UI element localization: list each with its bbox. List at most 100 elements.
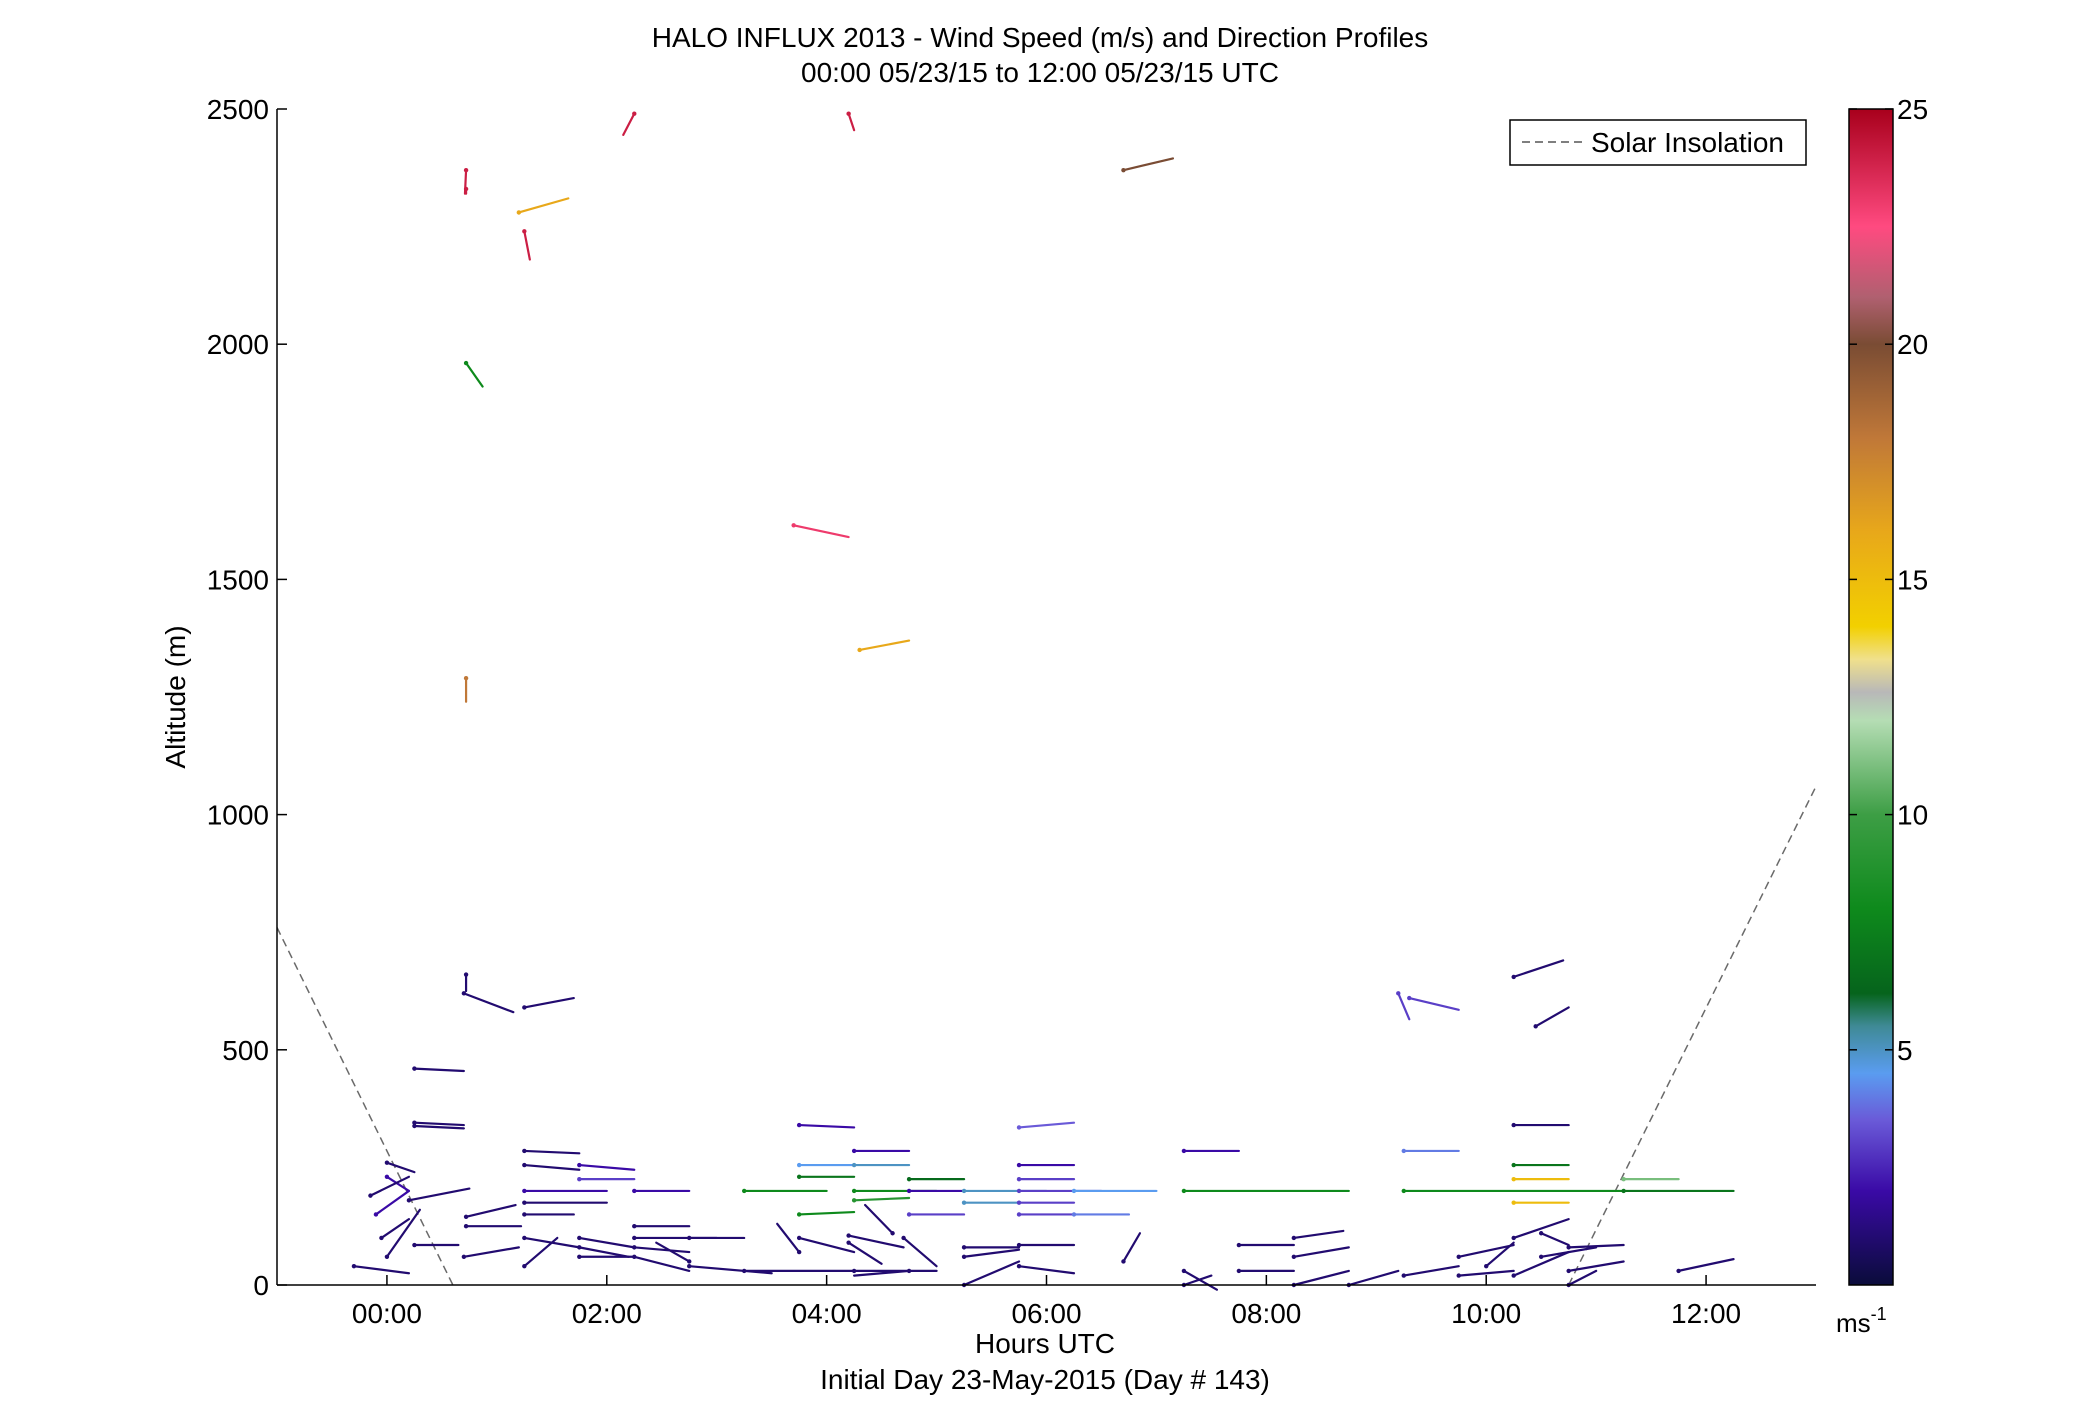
wind-vector [352, 1265, 411, 1275]
wind-vector-origin [577, 1235, 582, 1241]
wind-vector-origin [463, 972, 469, 977]
wind-vector-origin [632, 1235, 637, 1241]
wind-vector-origin [1016, 1162, 1022, 1168]
wind-vector-origin [791, 523, 796, 528]
wind-vector-origin [1121, 1259, 1126, 1264]
wind-vector [1402, 1265, 1460, 1277]
wind-vector-origin [846, 111, 851, 116]
wind-vector-origin [1236, 1242, 1242, 1248]
wind-vector-origin [461, 1254, 467, 1259]
x-tick-label: 00:00 [352, 1298, 422, 1329]
wind-vector-origin [961, 1188, 967, 1194]
wind-vector [688, 1265, 773, 1275]
wind-vector-origin [846, 1240, 851, 1245]
wind-vector [413, 1067, 465, 1073]
colorbar-unit-base: ms [1836, 1308, 1871, 1338]
wind-vector-origin [1621, 1176, 1626, 1182]
wind-vector [1540, 1246, 1598, 1258]
wind-vector-origin [851, 1188, 857, 1194]
wind-vector [902, 1236, 938, 1268]
wind-vector-origin [463, 675, 469, 681]
chart-title: HALO INFLUX 2013 - Wind Speed (m/s) and … [652, 22, 1429, 53]
wind-vector [1534, 1006, 1570, 1028]
wind-vector-origin [796, 1162, 802, 1168]
colorbar-tick-label: 25 [1897, 94, 1928, 125]
wind-vector [385, 1161, 416, 1174]
wind-vector-origin [463, 1224, 469, 1229]
colorbar-tick-label: 20 [1897, 329, 1928, 360]
wind-vector [523, 1149, 581, 1155]
wind-vector [407, 1187, 471, 1202]
wind-vector-origin [1456, 1273, 1461, 1278]
wind-vector [633, 1246, 691, 1254]
x-axis-label: Hours UTC [975, 1328, 1115, 1359]
wind-vector [1512, 1250, 1570, 1277]
colorbar-ticks: 5 10 15 20 25 [1849, 94, 1928, 1066]
colorbar-unit-label: ms-1 [1836, 1304, 1887, 1338]
wind-vector-origin [379, 1235, 384, 1241]
wind-vector-origin [522, 1162, 527, 1168]
wind-vector [847, 112, 856, 132]
wind-vector-origin [851, 1198, 857, 1203]
colorbar-unit-exponent: -1 [1871, 1304, 1887, 1324]
wind-vector-origin [1401, 1273, 1406, 1278]
wind-vector-origin [412, 1066, 417, 1071]
x-tick-label: 08:00 [1231, 1298, 1301, 1329]
colorbar-tick-label: 5 [1897, 1035, 1913, 1066]
wind-vector-layer [351, 111, 1735, 1291]
wind-vector-origin [1511, 974, 1516, 980]
wind-vector-origin [1511, 1200, 1516, 1205]
wind-vector [1122, 1232, 1142, 1263]
wind-vector [523, 996, 575, 1009]
wind-vector [847, 1241, 883, 1265]
wind-vector-origin [1236, 1268, 1242, 1274]
wind-vector-origin [906, 1268, 912, 1274]
wind-vector-origin [741, 1188, 747, 1194]
wind-vector-origin [906, 1212, 912, 1217]
wind-vector [380, 1218, 411, 1240]
wind-vector [413, 1124, 465, 1130]
wind-vector [1457, 1269, 1515, 1277]
wind-vector-origin [1511, 1162, 1516, 1168]
wind-vector-origin [1121, 167, 1126, 173]
wind-vector-origin [1484, 1263, 1489, 1269]
wind-vector [858, 639, 911, 652]
wind-vector-origin [1071, 1212, 1077, 1217]
wind-vector-origin [1676, 1268, 1681, 1274]
wind-vector-origin [1511, 1176, 1516, 1182]
wind-vector-origin [846, 1233, 851, 1238]
wind-vector [374, 1189, 411, 1216]
wind-vector-origin [463, 186, 469, 192]
wind-vector-origin [796, 1235, 802, 1241]
legend-box [1509, 119, 1807, 166]
wind-vector-origin [1016, 1242, 1022, 1248]
wind-vector-origin [1538, 1231, 1544, 1236]
wind-vector-origin [406, 1198, 412, 1203]
wind-vector-origin [461, 991, 467, 996]
wind-vector [1408, 996, 1460, 1011]
wind-vector-origin [857, 647, 862, 653]
y-axis-label: Altitude (m) [160, 625, 191, 768]
wind-vector [517, 197, 570, 214]
wind-vector [462, 1246, 520, 1258]
wind-vector-origin [463, 1214, 469, 1219]
wind-vector-origin [632, 1188, 637, 1194]
wind-vector [369, 1175, 411, 1197]
wind-vector [962, 1260, 1021, 1287]
colorbar-tick-label: 15 [1897, 564, 1928, 595]
wind-vector [1567, 1260, 1625, 1272]
legend: Solar Insolation [1509, 119, 1807, 166]
wind-vector-origin [1016, 1125, 1022, 1130]
wind-vector [1182, 1274, 1213, 1287]
y-tick-label: 1500 [207, 564, 269, 595]
x-tick-label: 06:00 [1011, 1298, 1081, 1329]
wind-vector [798, 1236, 856, 1254]
wind-vector-origin [577, 1245, 582, 1250]
wind-vector-origin [522, 229, 527, 234]
wind-vector [847, 1234, 905, 1249]
y-tick-label: 1000 [207, 800, 269, 831]
wind-vector [462, 992, 515, 1014]
y-tick-label: 500 [222, 1035, 269, 1066]
x-tick-label: 02:00 [572, 1298, 642, 1329]
